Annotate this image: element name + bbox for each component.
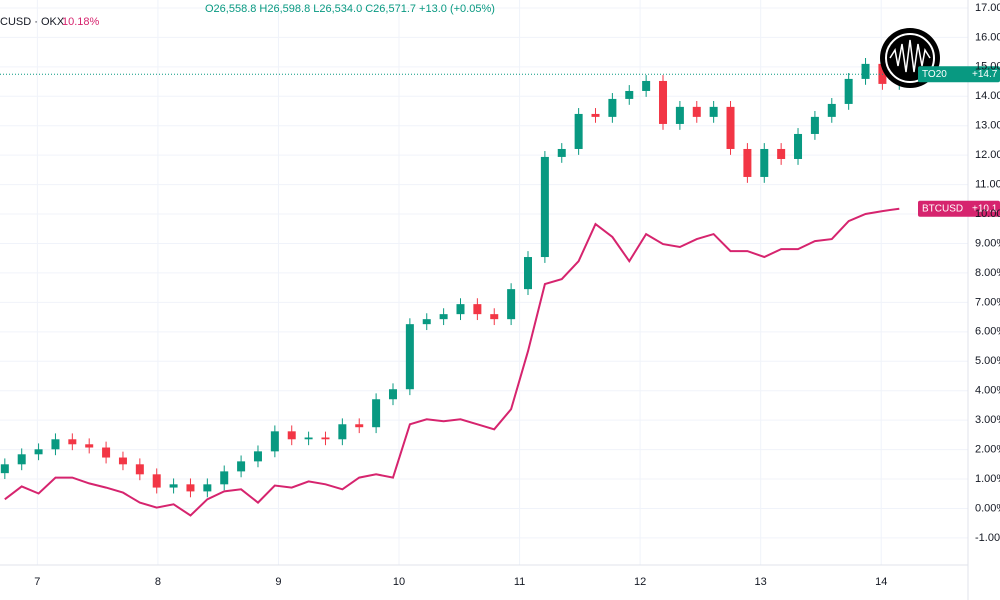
ohlc: O26,558.8 H26,598.8 L26,534.0 C26,571.7 … [205,3,495,15]
y-tick-label: 11.00% [975,179,1000,191]
price-label-value: +10.1 [972,203,998,214]
y-tick-label: 9.00% [975,237,1000,249]
candle-body [743,148,752,177]
y-tick-label: 10.00% [975,208,1000,220]
price-label-name: BTCUSD [922,203,963,214]
candle-body [827,103,836,117]
y-tick-label: 0.00% [975,502,1000,514]
y-tick-label: 3.00% [975,414,1000,426]
y-tick-label: 8.00% [975,267,1000,279]
candle-body [625,90,634,99]
y-tick-label: 6.00% [975,326,1000,338]
x-tick-label: 12 [634,576,646,588]
candle-body [169,484,178,488]
candle-body [692,106,701,117]
price-label-name: TO20 [922,69,947,80]
candle-body [338,424,347,440]
candle-body [51,439,60,450]
candle-body [304,437,313,440]
candle-body [490,314,499,320]
x-tick-label: 9 [275,576,281,588]
candle-body [861,63,870,79]
candle-body [675,106,684,124]
y-tick-label: 1.00% [975,473,1000,485]
candle-body [439,314,448,320]
y-tick-label: 12.00% [975,149,1000,161]
candle-body [287,431,296,440]
candle-body [810,116,819,134]
candle-body [709,106,718,117]
candle-body [608,98,617,117]
candle-body [591,113,600,117]
candle-body [524,257,532,290]
candle-body [422,319,431,325]
candle-body [152,474,161,488]
price-label-box [918,66,1000,83]
candle-body [118,457,127,465]
y-tick-label: 16.00% [975,31,1000,43]
candle-body [186,484,195,492]
candle-body [574,113,583,149]
y-tick-label: 17.00% [975,2,1000,14]
candle-body [540,156,549,258]
y-tick-label: 7.00% [975,296,1000,308]
legend-symbol: CUSD · OKX [0,16,65,28]
candle-body [405,324,414,390]
candle-body [388,389,397,400]
x-tick-label: 11 [514,576,525,588]
candle-body [507,289,516,320]
plot [0,58,968,517]
candle-body [253,451,262,462]
candle-body [760,148,769,177]
candle-body [726,106,735,149]
y-tick-label: 14.00% [975,90,1000,102]
candle-body [220,471,229,485]
y-tick-label: 4.00% [975,385,1000,397]
candle-body [34,449,43,455]
candle-body [270,431,279,452]
candle-body [85,444,94,448]
candle-body [456,304,465,315]
candle-body [68,439,77,445]
candle-body [794,133,803,159]
y-tick-label: 13.00% [975,120,1000,132]
candle-body [473,304,482,315]
price-label-box [918,200,1000,217]
candle-body [372,399,381,428]
y-tick-label: -1.00% [975,532,1000,544]
x-tick-label: 7 [34,576,40,588]
candle-body [135,464,144,475]
y-tick-label: 5.00% [975,355,1000,367]
candle-body [237,461,246,472]
x-tick-label: 8 [155,576,161,588]
candle-body [0,464,9,474]
price-labels: TO20 +14.7 BTCUSD +10.1 [918,66,1000,217]
x-tick-label: 13 [755,576,767,588]
candle-body [777,148,786,159]
price-label-value: +14.7 [972,69,998,80]
candle-body [355,424,364,428]
candle-body [321,437,330,440]
grid [0,0,968,565]
candle-body [17,454,26,465]
y-tick-label: 15.00% [975,61,1000,73]
candle-body [642,80,651,91]
candle-body [203,484,212,492]
candle-body [102,447,111,458]
candle-body [659,80,668,124]
x-tick-label: 14 [875,576,887,588]
line [4,207,900,517]
candle-body [844,78,853,104]
candle-body [557,148,566,157]
legend-value: 10.18% [62,16,100,28]
y-tick-label: 2.00% [975,443,1000,455]
x-tick-label: 10 [393,576,405,588]
